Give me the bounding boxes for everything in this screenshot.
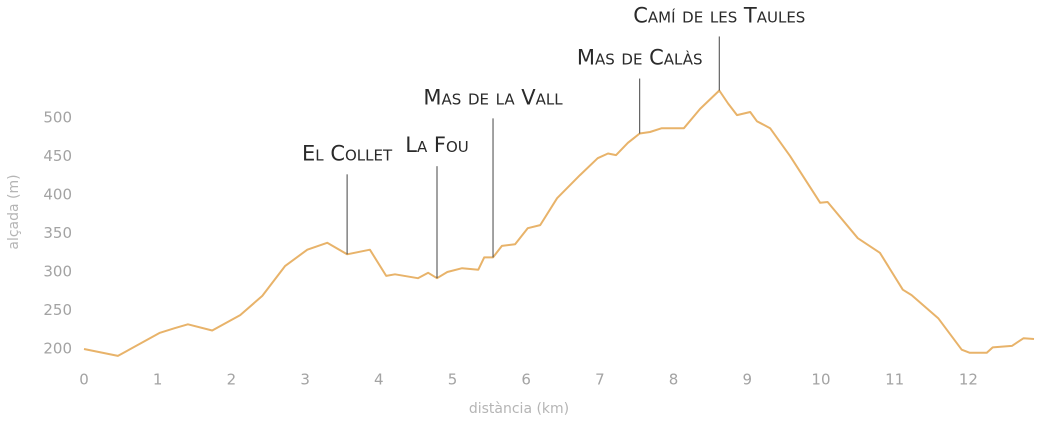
x-tick-label: 7 (595, 371, 605, 389)
y-tick-label: 200 (43, 339, 72, 357)
annotation-label: Mas de Calàs (577, 46, 703, 70)
annotation-label: Mas de la Vall (423, 85, 563, 109)
y-tick-label: 500 (43, 109, 72, 127)
annotation-label: La Fou (405, 133, 469, 157)
x-tick-label: 9 (743, 371, 753, 389)
y-tick-label: 300 (43, 263, 72, 281)
x-tick-label: 2 (227, 371, 237, 389)
x-tick-label: 1 (153, 371, 163, 389)
x-tick-label: 11 (885, 371, 904, 389)
annotation-label: Camí de les Taules (633, 3, 805, 27)
x-axis-title: distància (km) (469, 401, 569, 417)
x-tick-label: 0 (79, 371, 89, 389)
y-axis-title: alçada (m) (6, 174, 22, 249)
x-tick-label: 3 (300, 371, 310, 389)
y-tick-label: 400 (43, 186, 72, 204)
x-tick-label: 12 (959, 371, 978, 389)
x-tick-label: 4 (374, 371, 384, 389)
elevation-line (83, 89, 1035, 357)
annotation-label: El Collet (302, 141, 393, 165)
y-tick-label: 450 (43, 147, 72, 165)
y-tick-label: 250 (43, 301, 72, 319)
x-tick-label: 8 (669, 371, 679, 389)
x-tick-label: 5 (448, 371, 458, 389)
x-tick-label: 10 (811, 371, 830, 389)
x-tick-label: 6 (521, 371, 531, 389)
y-tick-label: 350 (43, 224, 72, 242)
